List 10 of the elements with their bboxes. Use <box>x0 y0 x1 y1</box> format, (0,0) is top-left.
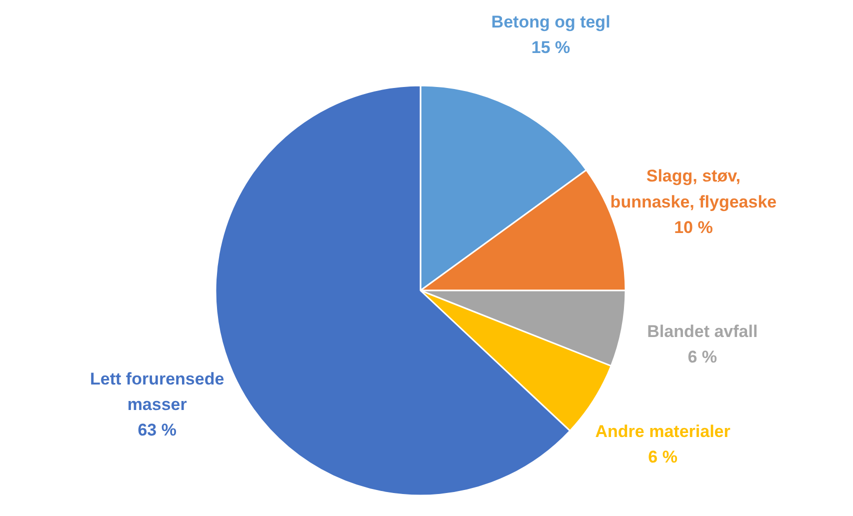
data-label: 63 % <box>138 420 176 440</box>
slice-label: Slagg, støv, bunnaske, flygeaske <box>610 166 777 212</box>
data-label: 10 % <box>674 218 713 237</box>
data-label: 6 % <box>688 348 718 367</box>
data-label: 6 % <box>648 448 678 467</box>
slice-label: Blandet avfall <box>647 322 758 341</box>
slice-label: Lett forurensede masser <box>90 369 224 414</box>
slice-label: Betong og tegl <box>491 12 610 32</box>
data-label: 15 % <box>531 38 570 58</box>
slice-label: Andre materialer <box>595 422 731 441</box>
